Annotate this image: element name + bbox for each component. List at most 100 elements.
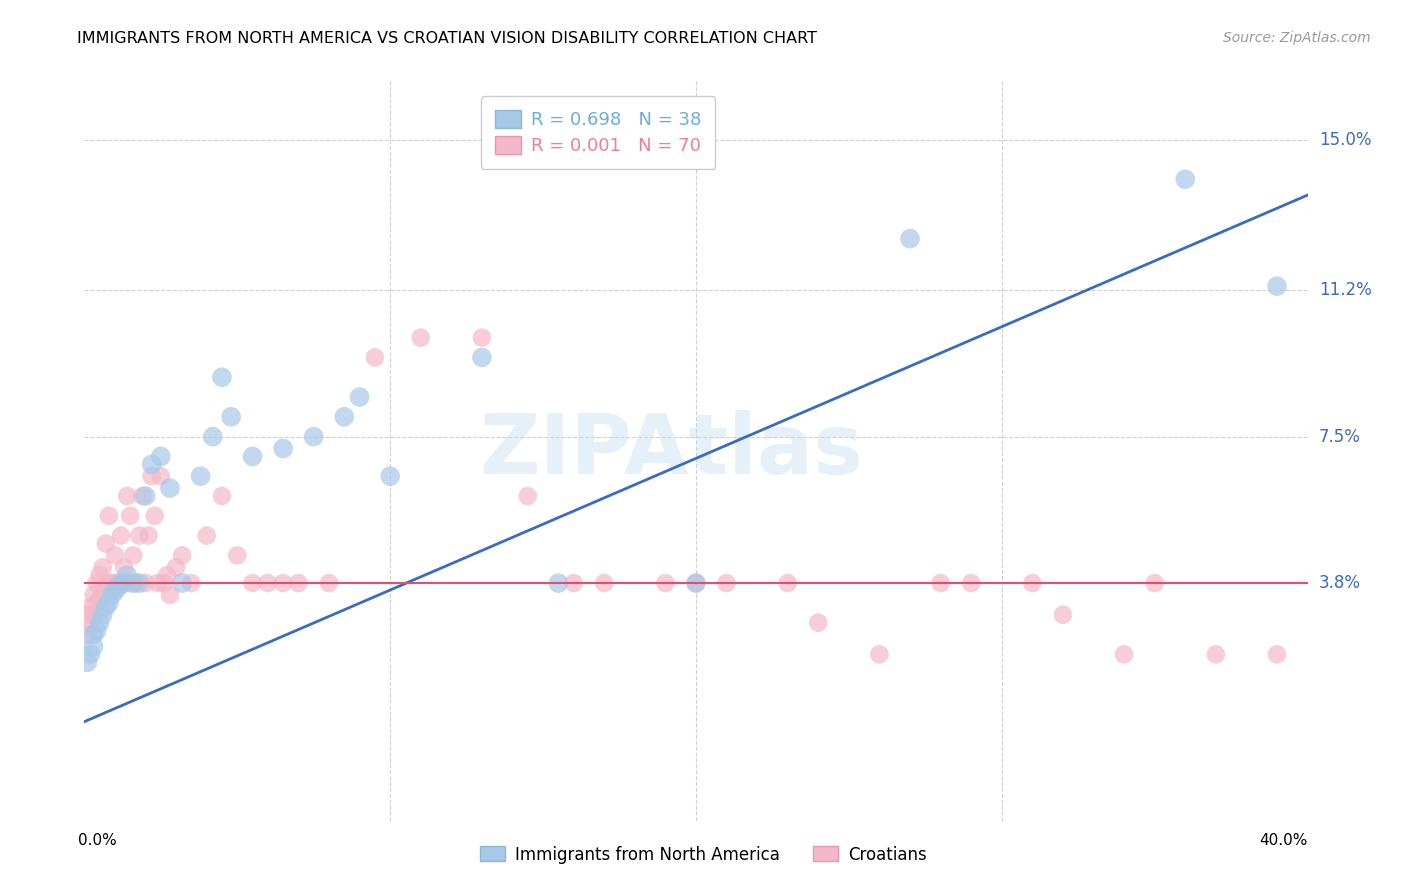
Point [349, 390, 371, 404]
Text: 3.8%: 3.8% [1319, 574, 1361, 592]
Point [146, 576, 169, 591]
Point [112, 576, 135, 591]
Point [1265, 648, 1288, 662]
Point [83, 607, 105, 622]
Point [86, 596, 108, 610]
Point [807, 615, 830, 630]
Point [180, 576, 202, 591]
Point [1021, 576, 1043, 591]
Point [685, 576, 707, 591]
Point [141, 458, 163, 472]
Text: Source: ZipAtlas.com: Source: ZipAtlas.com [1223, 31, 1371, 45]
Point [776, 576, 799, 591]
Point [89, 591, 111, 606]
Point [364, 351, 387, 365]
Text: 0.0%: 0.0% [79, 832, 117, 847]
Point [115, 489, 138, 503]
Point [101, 588, 124, 602]
Point [94, 580, 117, 594]
Text: ZIPAtlas: ZIPAtlas [479, 410, 863, 491]
Text: 7.5%: 7.5% [1319, 427, 1361, 446]
Point [593, 576, 616, 591]
Point [547, 576, 569, 591]
Point [1114, 648, 1136, 662]
Point [97, 576, 120, 591]
Point [122, 576, 145, 591]
Point [195, 528, 218, 542]
Point [76, 655, 98, 669]
Point [94, 536, 117, 550]
Text: IMMIGRANTS FROM NORTH AMERICA VS CROATIAN VISION DISABILITY CORRELATION CHART: IMMIGRANTS FROM NORTH AMERICA VS CROATIA… [77, 31, 817, 46]
Legend: Immigrants from North America, Croatians: Immigrants from North America, Croatians [472, 839, 934, 871]
Point [172, 576, 194, 591]
Point [120, 576, 142, 591]
Point [135, 489, 157, 503]
Point [1265, 279, 1288, 293]
Point [107, 580, 129, 594]
Y-axis label: Vision Disability: Vision Disability [0, 384, 8, 516]
Point [318, 576, 340, 591]
Point [226, 549, 249, 563]
Point [76, 607, 98, 622]
Text: 11.2%: 11.2% [1319, 281, 1371, 299]
Point [960, 576, 983, 591]
Point [94, 599, 117, 614]
Point [110, 576, 132, 591]
Point [91, 584, 114, 599]
Point [115, 568, 138, 582]
Point [471, 351, 494, 365]
Point [122, 549, 145, 563]
Point [89, 615, 111, 630]
Point [159, 588, 181, 602]
Point [83, 588, 105, 602]
Point [104, 584, 127, 599]
Point [1174, 172, 1197, 186]
Point [83, 627, 105, 641]
Point [302, 429, 325, 443]
Point [79, 615, 101, 630]
Point [190, 469, 212, 483]
Point [333, 409, 356, 424]
Point [716, 576, 738, 591]
Point [83, 640, 105, 654]
Point [380, 469, 402, 483]
Point [91, 560, 114, 574]
Point [141, 469, 163, 483]
Point [107, 576, 129, 591]
Point [271, 442, 294, 456]
Point [685, 576, 707, 591]
Point [110, 576, 132, 591]
Point [257, 576, 280, 591]
Point [516, 489, 538, 503]
Point [1205, 648, 1227, 662]
Point [898, 232, 921, 246]
Point [112, 560, 135, 574]
Point [156, 568, 179, 582]
Point [143, 508, 166, 523]
Point [76, 627, 98, 641]
Point [1143, 576, 1166, 591]
Point [242, 450, 264, 464]
Point [929, 576, 952, 591]
Point [91, 607, 114, 622]
Text: 15.0%: 15.0% [1319, 130, 1371, 149]
Point [201, 429, 224, 443]
Point [869, 648, 891, 662]
Point [104, 576, 127, 591]
Point [128, 576, 150, 591]
Point [562, 576, 585, 591]
Point [149, 469, 172, 483]
Point [271, 576, 294, 591]
Point [104, 549, 127, 563]
Point [409, 331, 432, 345]
Point [138, 528, 160, 542]
Point [211, 489, 233, 503]
Point [97, 596, 120, 610]
Point [242, 576, 264, 591]
Point [79, 599, 101, 614]
Point [211, 370, 233, 384]
Point [219, 409, 242, 424]
Point [131, 489, 153, 503]
Point [153, 576, 176, 591]
Point [135, 576, 157, 591]
